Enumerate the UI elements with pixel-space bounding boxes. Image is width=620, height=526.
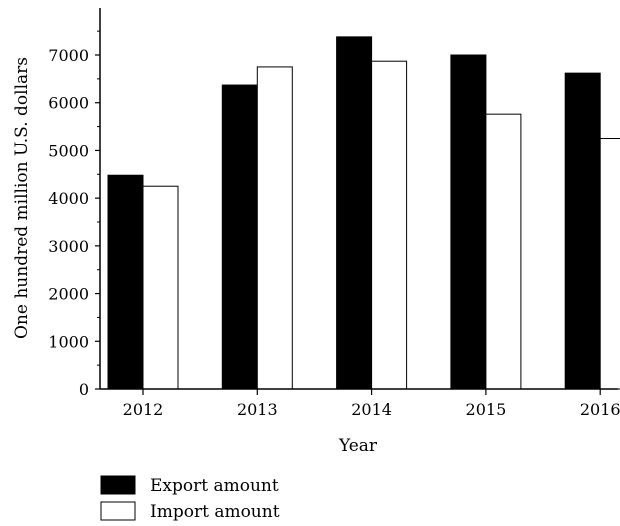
bar-import-2013 bbox=[256, 66, 293, 390]
legend: Export amount Import amount bbox=[100, 475, 280, 522]
legend-swatch-export bbox=[100, 475, 136, 495]
x-tick-label: 2015 bbox=[466, 400, 507, 419]
x-axis-ticks: 201220132014201520162017 bbox=[123, 389, 620, 419]
legend-label-export: Export amount bbox=[150, 476, 279, 496]
x-tick-label: 2012 bbox=[123, 400, 164, 419]
y-axis-ticks: 0 1000 2000 3000 4000 5000 6000 7000 bbox=[48, 30, 100, 399]
legend-swatch-import bbox=[100, 501, 136, 521]
bar-export-2015 bbox=[450, 54, 487, 390]
y-axis-label: One hundred million U.S. dollars bbox=[12, 57, 32, 339]
bar-export-2013 bbox=[221, 84, 258, 390]
y-tick-label: 1000 bbox=[48, 332, 89, 351]
x-tick-label: 2016 bbox=[580, 400, 620, 419]
x-axis-label: Year bbox=[338, 436, 378, 456]
bar-import-2015 bbox=[485, 113, 522, 390]
bar-import-2014 bbox=[371, 60, 408, 390]
y-tick-label: 5000 bbox=[48, 141, 89, 160]
y-tick-label: 0 bbox=[79, 380, 89, 399]
y-tick-label: 3000 bbox=[48, 237, 89, 256]
legend-label-import: Import amount bbox=[150, 502, 280, 522]
y-tick-label: 7000 bbox=[48, 46, 89, 65]
y-tick-label: 2000 bbox=[48, 285, 89, 304]
y-tick-label: 4000 bbox=[48, 189, 89, 208]
bars bbox=[107, 36, 620, 390]
y-tick-label: 6000 bbox=[48, 94, 89, 113]
bar-export-2012 bbox=[107, 174, 144, 390]
x-tick-label: 2014 bbox=[351, 400, 392, 419]
bar-import-2016 bbox=[599, 138, 620, 390]
x-tick-label: 2013 bbox=[237, 400, 278, 419]
bar-export-2016 bbox=[564, 72, 601, 390]
plot-area: 0 1000 2000 3000 4000 5000 6000 7000 2012 2013 20… bbox=[48, 8, 620, 419]
bar-import-2012 bbox=[142, 185, 179, 390]
bar-export-2014 bbox=[336, 36, 373, 390]
